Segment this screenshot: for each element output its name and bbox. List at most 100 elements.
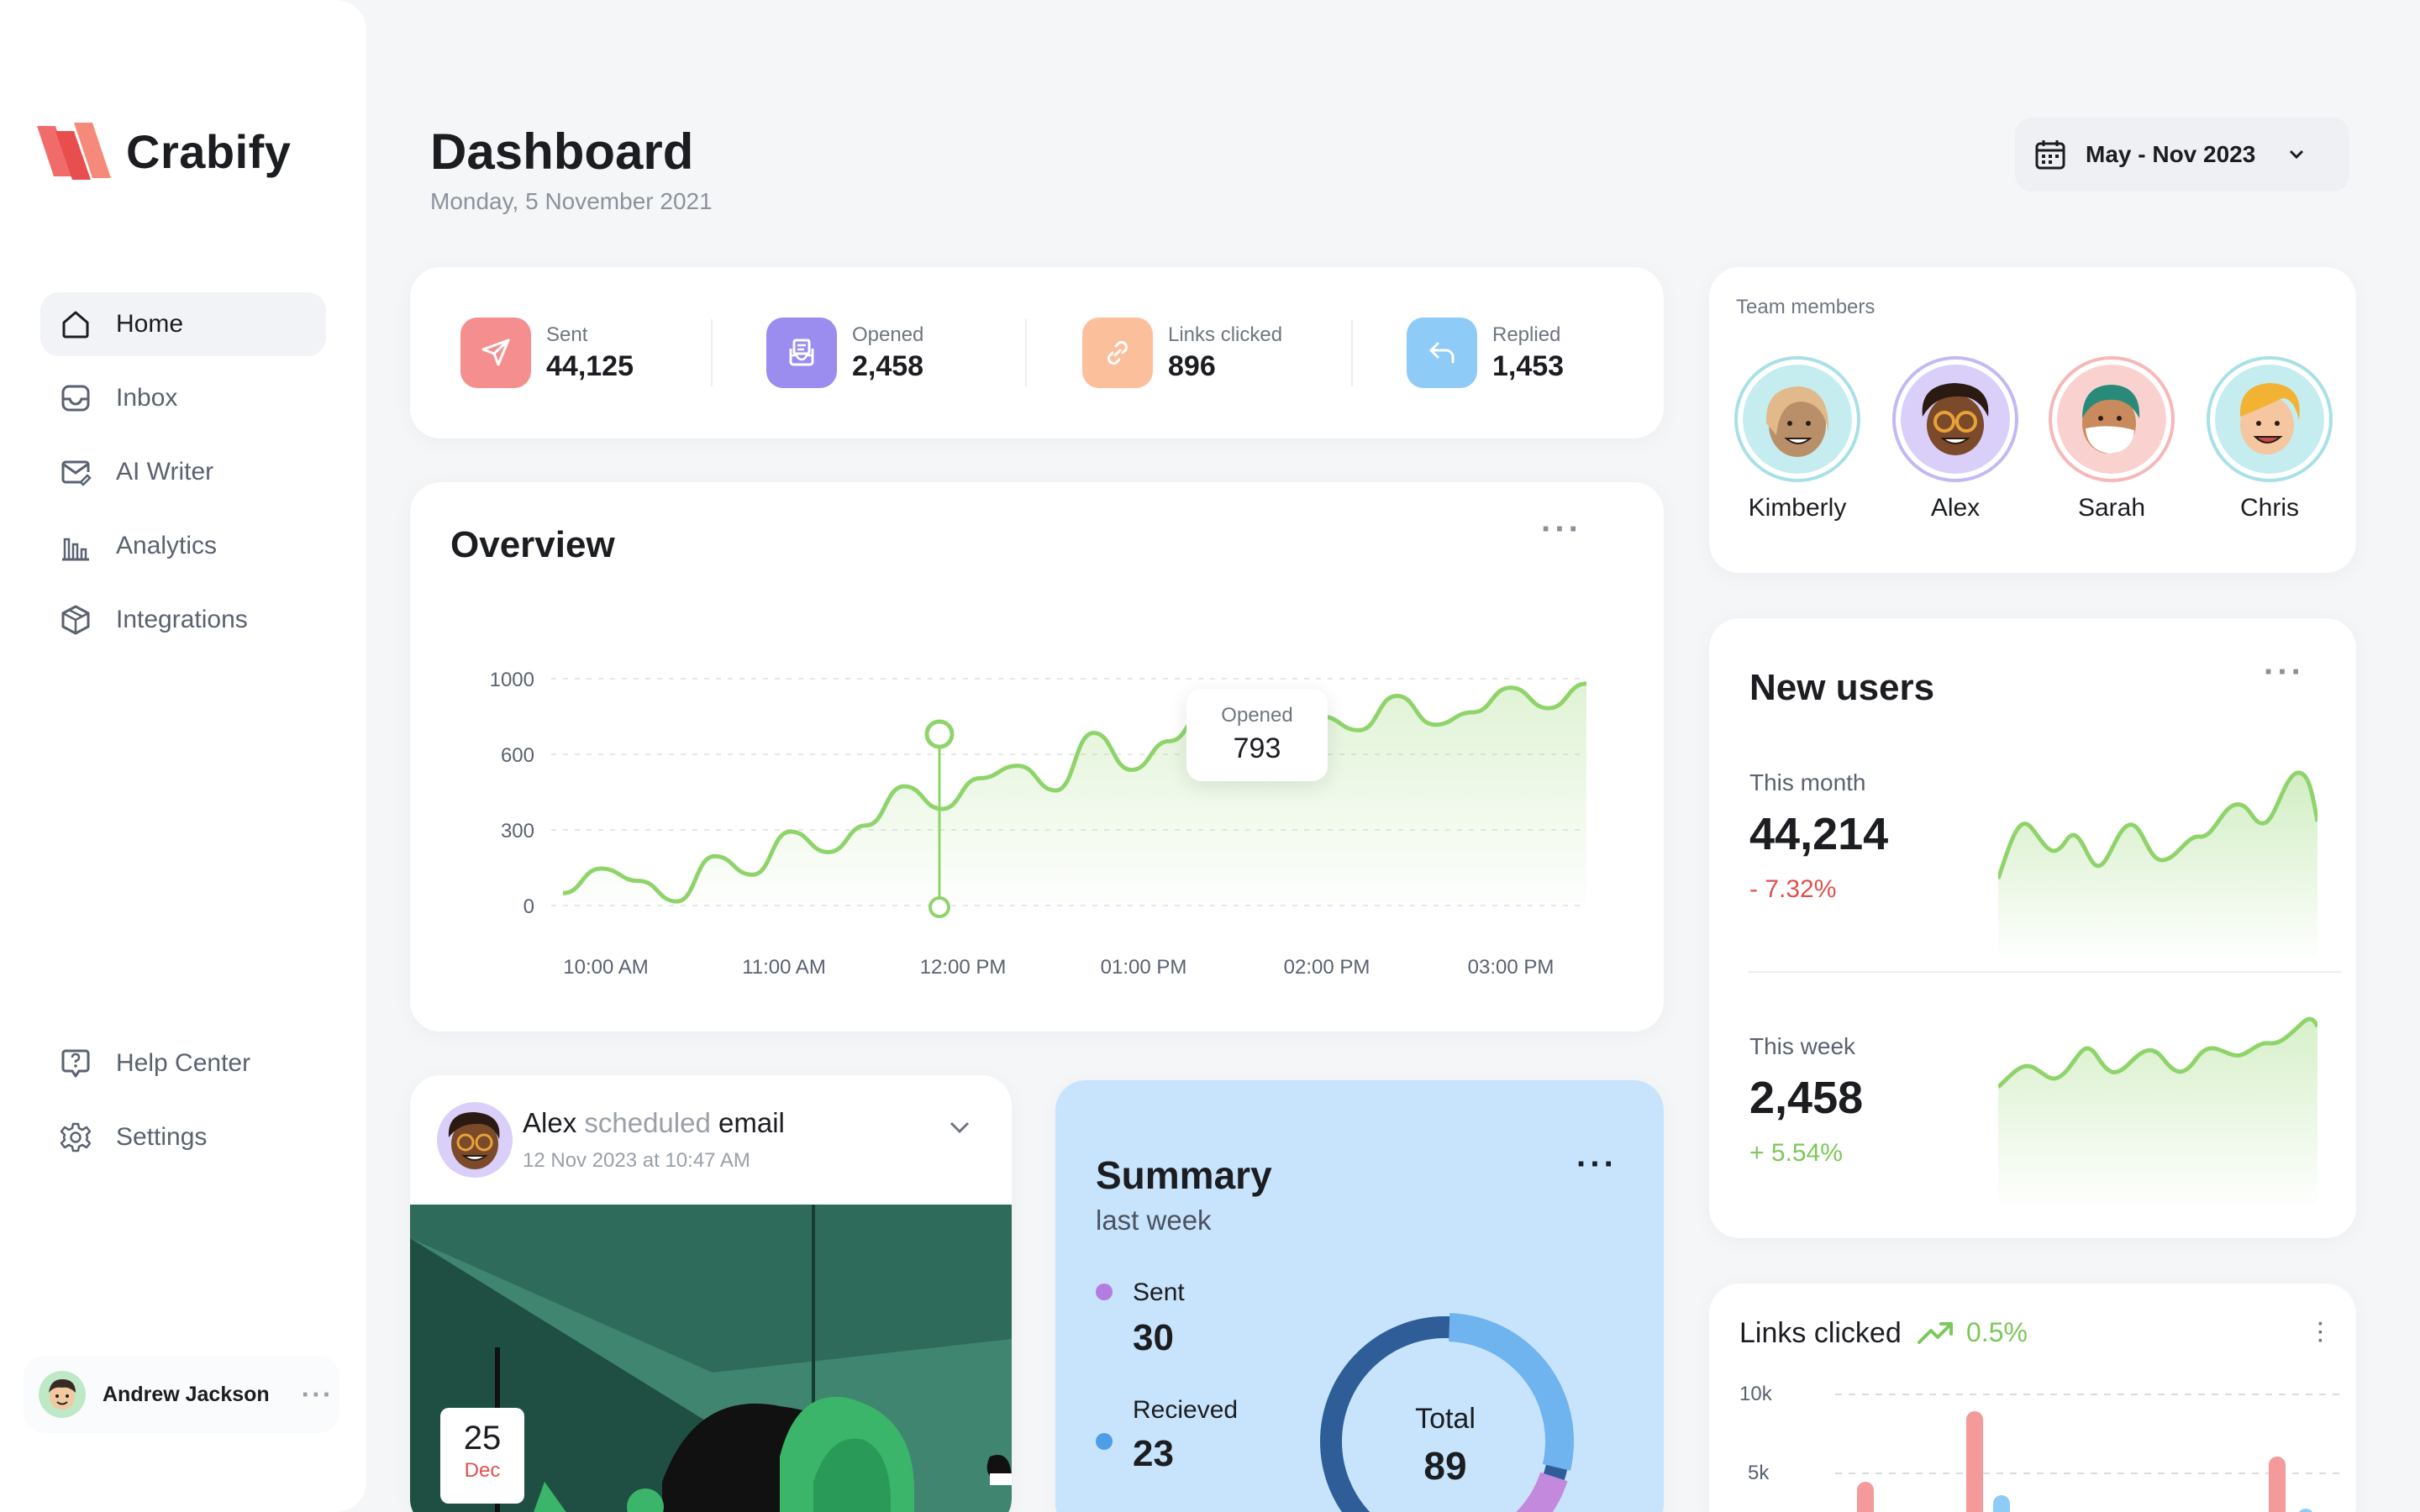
more-vertical-icon[interactable]: · · · (2317, 1313, 2324, 1352)
stat-opened: Opened 2,458 (766, 318, 923, 388)
bar (2269, 1457, 2286, 1512)
sidebar-item-label: AI Writer (116, 458, 214, 486)
more-icon[interactable]: ··· (2264, 654, 2305, 690)
team-member-sarah[interactable]: Sarah (2049, 356, 2175, 522)
scheduled-time: 12 Nov 2023 at 10:47 AM (523, 1149, 750, 1172)
stat-label: Links clicked (1168, 323, 1283, 346)
inbox-icon (61, 385, 90, 412)
avatar (1743, 365, 1852, 474)
more-icon[interactable]: ··· (1541, 511, 1582, 548)
avatar-ring (2049, 356, 2175, 482)
new-users-card: New users ··· This month 44,214 - 7.32% … (1709, 618, 2356, 1238)
sidebar-item-label: Home (116, 310, 184, 338)
gear-icon (60, 1122, 92, 1152)
legend-dot-sent (1096, 1284, 1113, 1300)
summary-sent-value: 30 (1133, 1317, 1174, 1358)
calendar-icon (2035, 140, 2065, 170)
stat-label: Opened (852, 323, 924, 346)
team-member-kimberly[interactable]: Kimberly (1734, 356, 1860, 522)
summary-donut-chart (1317, 1313, 1574, 1512)
sidebar-item-help-center[interactable]: Help Center (40, 1032, 326, 1095)
bar (1993, 1495, 2010, 1512)
y-tick-label: 600 (501, 744, 534, 767)
links-clicked-card: Links clicked 0.5% · · · 10k 5k (1709, 1284, 2356, 1512)
stat-value: 896 (1168, 349, 1216, 382)
area-fill (563, 683, 1586, 902)
links-title: Links clicked (1739, 1317, 1902, 1349)
object-text: email (718, 1107, 785, 1138)
user-menu[interactable]: Andrew Jackson ··· (24, 1356, 339, 1433)
chevron-down-icon[interactable] (944, 1112, 975, 1142)
trend-up-icon (1918, 1322, 1953, 1344)
divider (711, 319, 713, 386)
member-name: Sarah (2077, 494, 2146, 522)
avatar-ring (1892, 356, 2018, 482)
help-icon (61, 1049, 90, 1078)
date-range-picker[interactable]: May - Nov 2023 (2015, 118, 2349, 192)
tooltip-value: 793 (1233, 732, 1281, 764)
new-users-title: New users (1749, 667, 1935, 708)
y-tick-label: 300 (501, 820, 534, 843)
page-date: Monday, 5 November 2021 (430, 188, 713, 214)
chart-tooltip: Opened 793 (1186, 689, 1328, 781)
action-text: scheduled (584, 1107, 711, 1138)
crabify-logo-icon (37, 123, 111, 180)
donut-total-value: 89 (1423, 1444, 1467, 1488)
stat-value: 44,125 (546, 349, 634, 382)
more-icon[interactable]: ··· (1576, 1146, 1618, 1183)
team-title: Team members (1736, 296, 1876, 318)
summary-title: Summary (1096, 1153, 1272, 1197)
x-tick-label: 02:00 PM (1284, 956, 1370, 979)
bar (1966, 1411, 1983, 1512)
date-range-label: May - Nov 2023 (2086, 141, 2256, 167)
sidebar-item-label: Integrations (116, 606, 248, 633)
member-name: Kimberly (1748, 494, 1847, 522)
mail-edit-icon (61, 460, 92, 486)
sidebar-item-analytics[interactable]: Analytics (40, 514, 326, 578)
sidebar-item-home[interactable]: Home (40, 292, 326, 356)
open-mail-icon (789, 339, 814, 366)
stat-icon-bg (460, 318, 531, 388)
sidebar-item-settings[interactable]: Settings (40, 1105, 326, 1169)
sidebar-item-inbox[interactable]: Inbox (40, 366, 326, 430)
sidebar-item-integrations[interactable]: Integrations (40, 588, 326, 652)
stat-sent: Sent 44,125 (460, 318, 634, 388)
month-value: 44,214 (1749, 809, 1889, 859)
series-line (562, 681, 1587, 904)
bar (2299, 1509, 2312, 1512)
app-name: Crabify (126, 125, 292, 178)
data-point-highlight[interactable] (924, 719, 955, 749)
links-bar-chart (1835, 1394, 2346, 1512)
home-icon (62, 311, 89, 339)
week-label: This week (1749, 1033, 1856, 1059)
team-member-chris[interactable]: Chris (2207, 356, 2333, 522)
avatar (39, 1371, 86, 1418)
member-name: Alex (1930, 494, 1981, 522)
reply-icon (1429, 342, 1455, 364)
member-name: Chris (2239, 494, 2299, 522)
y-tick-label: 5k (1748, 1462, 1770, 1484)
summary-sent-label: Sent (1133, 1278, 1185, 1306)
date-badge: 25 Dec (440, 1408, 524, 1504)
y-tick-label: 1000 (490, 669, 534, 691)
actor-name: Alex (523, 1107, 577, 1138)
stat-replied: Replied 1,453 (1407, 318, 1564, 388)
stat-label: Replied (1492, 323, 1561, 346)
avatar (2215, 365, 2324, 474)
summary-received-label: Recieved (1133, 1396, 1239, 1424)
month-label: This month (1749, 769, 1866, 795)
avatar-ring (2207, 356, 2333, 482)
more-icon[interactable]: ··· (301, 1378, 334, 1410)
month-sparkline (1998, 770, 2317, 956)
page-title: Dashboard (430, 123, 694, 180)
divider (1748, 971, 2341, 973)
email-illustration (410, 1205, 1012, 1512)
team-member-alex[interactable]: Alex (1892, 356, 2018, 522)
bar-chart-icon (62, 538, 89, 561)
sidebar-item-label: Help Center (116, 1049, 251, 1077)
summary-card: Summary last week ··· Sent 30 Recieved 2… (1055, 1080, 1664, 1512)
summary-subtitle: last week (1096, 1205, 1212, 1236)
sidebar-item-label: Inbox (116, 384, 178, 412)
stat-label: Sent (546, 323, 588, 346)
sidebar-item-ai-writer[interactable]: AI Writer (40, 440, 326, 504)
